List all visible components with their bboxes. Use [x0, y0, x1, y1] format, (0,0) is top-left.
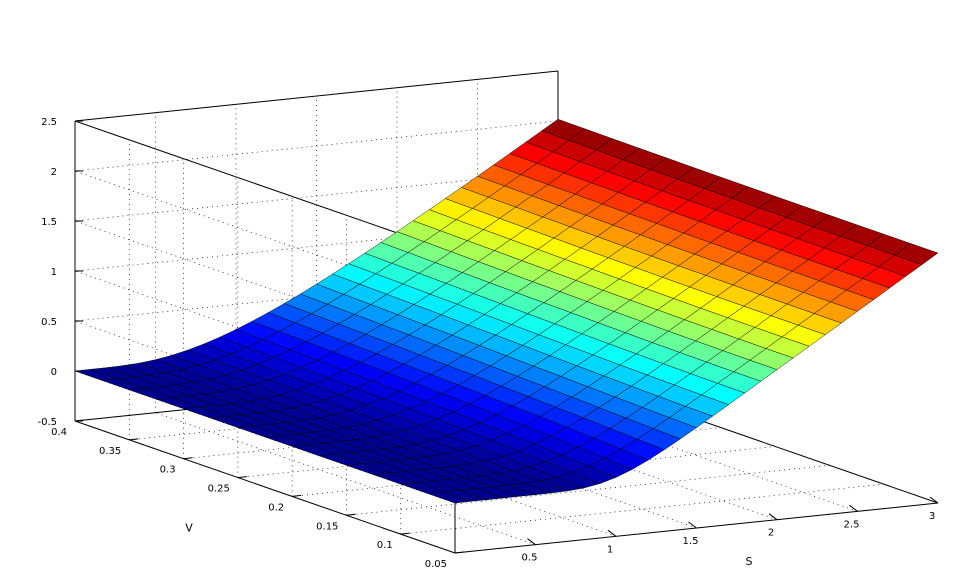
surface-patch — [427, 491, 472, 504]
z-tick-label: 0 — [51, 367, 57, 378]
x-tick-label: 1.5 — [683, 536, 699, 547]
x-axis-title: S — [745, 555, 752, 568]
x-tick-mark — [929, 496, 939, 504]
y-tick-mark — [346, 513, 356, 516]
x-tick-mark — [768, 513, 778, 521]
y-tick-mark — [74, 419, 85, 422]
y-gridline-floor — [129, 389, 613, 441]
labels-layer: -0.5 0 0.5 1 1.5 2 2.5 0.5 1 1.5 2 2.5 3 0.05 0.1 0.15 0… — [37, 117, 935, 570]
z-tick-label: 1.5 — [41, 217, 57, 228]
z-tick-label: 0.5 — [41, 317, 57, 328]
axis-box-edge — [74, 420, 456, 554]
y-tick-mark — [292, 494, 302, 497]
z-tick-label: 1 — [51, 267, 57, 278]
y-tick-mark — [183, 457, 193, 460]
y-tick-label: 0.1 — [377, 540, 393, 551]
y-gridline-floor — [183, 408, 667, 460]
x-tick-label: 2.5 — [844, 519, 860, 530]
x-tick-label: 2 — [768, 528, 774, 539]
y-gridline-floor — [237, 427, 721, 478]
y-tick-label: 0.25 — [208, 484, 230, 495]
x-tick-label: 1 — [607, 544, 613, 555]
y-tick-mark — [129, 438, 139, 441]
y-gridline-floor — [400, 483, 884, 535]
y-gridline-floor — [346, 464, 830, 516]
y-tick-mark — [454, 551, 465, 554]
z-tick-label: 2 — [51, 167, 57, 178]
x-tick-mark — [607, 529, 617, 537]
axis-box-edge — [74, 70, 559, 122]
x-tick-label: 0.5 — [522, 553, 538, 564]
x-tick-mark — [849, 504, 858, 512]
y-tick-label: 0.35 — [99, 446, 121, 457]
surface-layer — [74, 118, 939, 504]
x-gridline-floor — [155, 412, 536, 545]
y-gridline-floor — [292, 446, 776, 497]
y-tick-label: 0.4 — [51, 427, 67, 438]
z-gridline — [74, 170, 559, 354]
z-tick-label: 2.5 — [41, 117, 57, 128]
x-tick-label: 3 — [929, 511, 935, 522]
y-tick-label: 0.2 — [268, 502, 284, 513]
y-tick-label: 0.3 — [160, 465, 176, 476]
y-tick-mark — [400, 532, 410, 535]
y-tick-mark — [237, 476, 247, 479]
z-gridline — [74, 120, 559, 304]
axis-box-edge — [74, 120, 456, 254]
z-tick-label: -0.5 — [37, 417, 57, 428]
x-tick-mark — [527, 538, 536, 546]
y-axis-title: V — [185, 522, 193, 535]
x-tick-mark — [688, 521, 697, 529]
y-tick-label: 0.05 — [425, 559, 447, 570]
y-tick-label: 0.15 — [316, 521, 338, 532]
